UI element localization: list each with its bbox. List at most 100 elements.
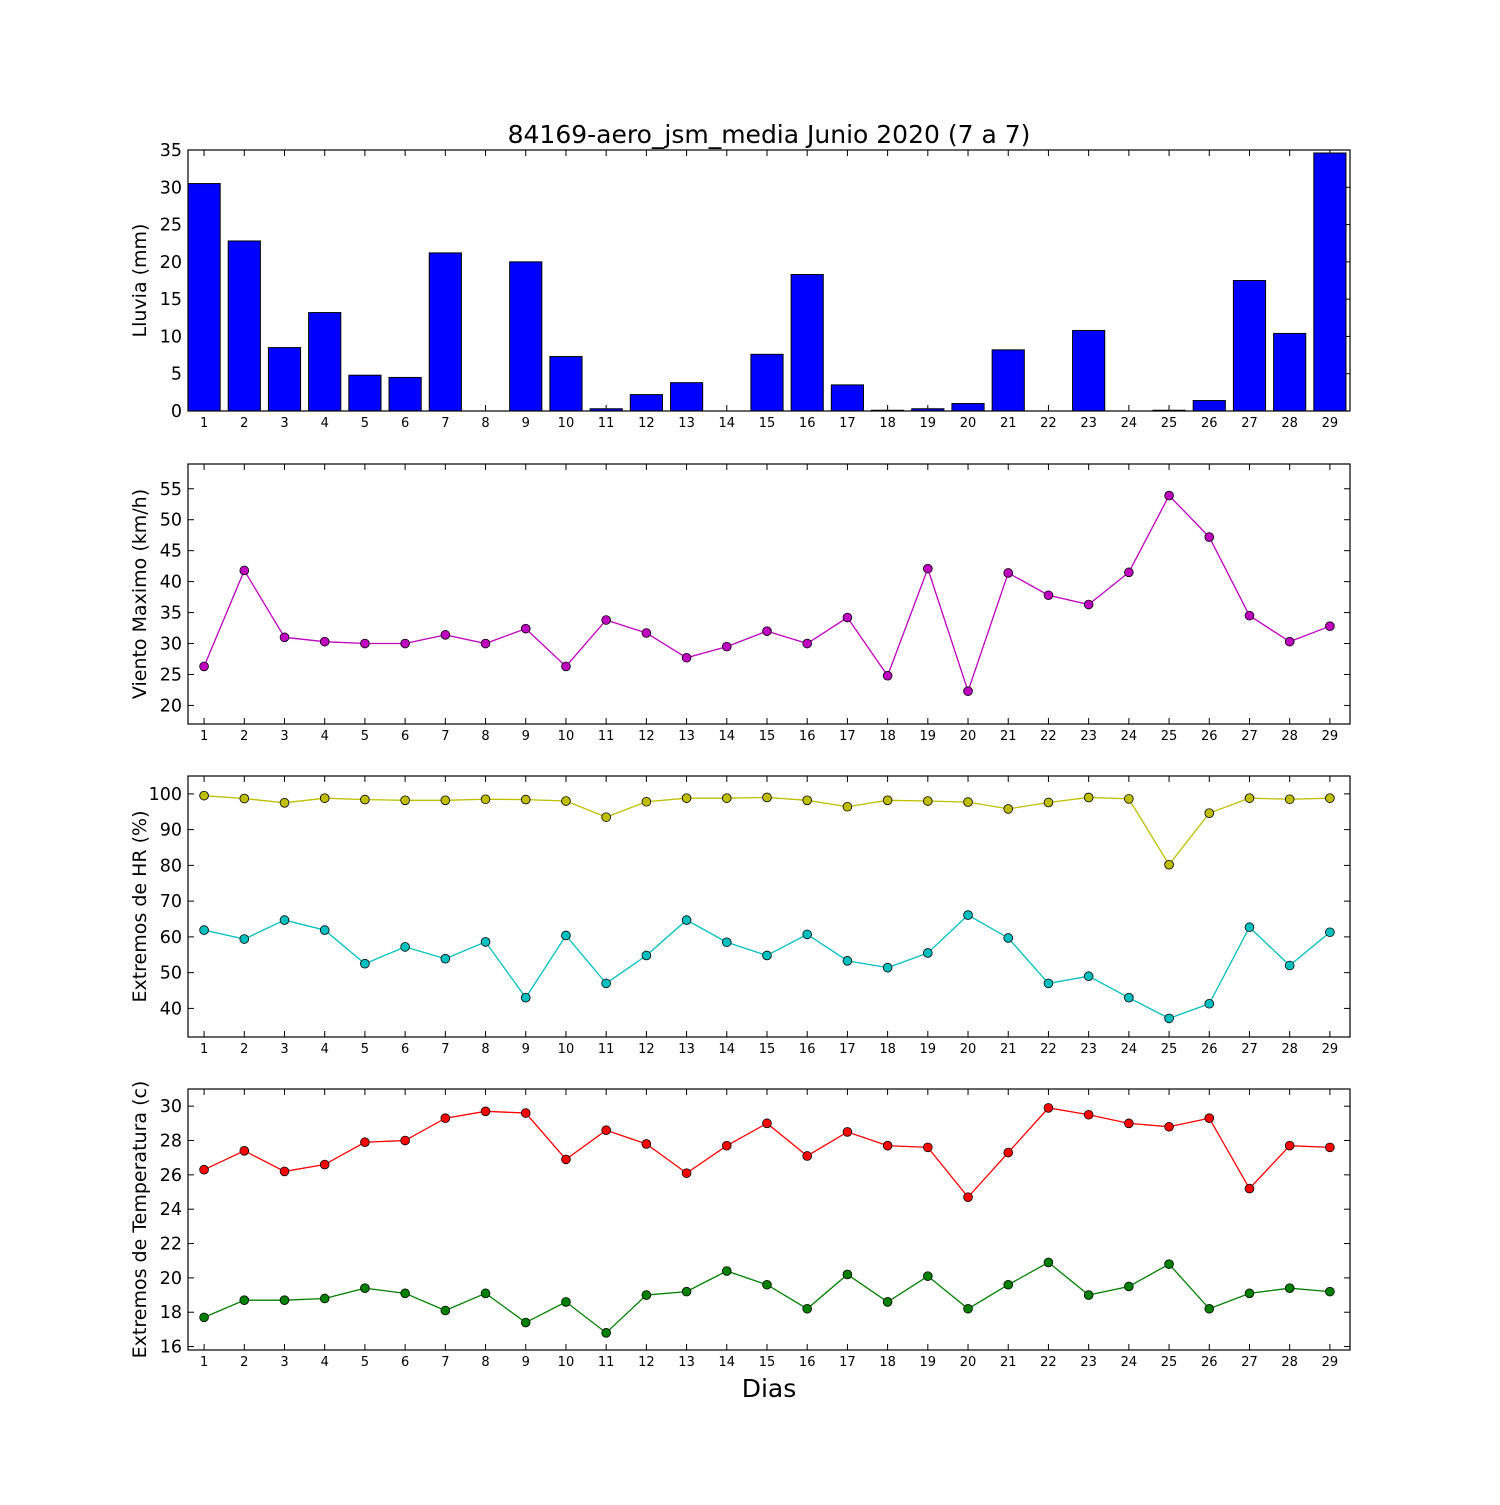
point-viento-maximo-km-h-1-day-21 [1003,568,1014,578]
bar-lluvia-mm-day-23 [1072,329,1106,412]
point-extremos-de-temperatura-c-2-day-23 [1083,1290,1094,1300]
point-extremos-de-temperatura-c-2-day-20 [963,1303,973,1314]
panel-4-xtick-label: 7 [441,1355,449,1370]
point-extremos-de-temperatura-c-1-day-29 [1325,1142,1335,1153]
point-extremos-de-temperatura-c-1-day-22 [1043,1103,1054,1113]
point-extremos-de-temperatura-c-2-day-26 [1204,1303,1215,1314]
point-viento-maximo-km-h-1-day-17 [842,612,853,623]
bar-lluvia-mm-day-29 [1313,152,1347,412]
panel-3-xtick-label: 21 [1000,1042,1017,1057]
panel-4-xtick-label: 9 [522,1355,530,1370]
panel-1-xtick-label: 4 [321,416,329,431]
panel-3-xtick-label: 8 [481,1042,489,1057]
point-extremos-de-temperatura-c-2-day-4 [319,1293,330,1304]
bar-lluvia-mm-day-7 [428,252,462,412]
panel-3-xtick-label: 15 [759,1042,776,1057]
panel-3-xtick-label: 2 [240,1042,248,1057]
point-extremos-de-hr-1-day-3 [279,798,290,808]
bar-lluvia-mm-day-9 [509,261,543,412]
panel-1-xtick-label: 26 [1201,416,1218,431]
panel-3-ytick-label: 90 [160,821,182,841]
point-viento-maximo-km-h-1-day-9 [520,623,531,634]
panel-2-xtick-label: 17 [839,729,856,744]
panel-1-ytick-label: 0 [171,402,182,422]
panel-4-xtick-label: 23 [1080,1355,1097,1370]
panel-3-frame [187,775,1351,1038]
panel-4-xtick-label: 6 [401,1355,409,1370]
panel-2-xtick-label: 19 [920,729,937,744]
panel-1-xtick-label: 14 [719,416,736,431]
point-extremos-de-temperatura-c-1-day-3 [279,1166,290,1177]
series-line-viento-maximo-km-h-1 [203,494,1331,694]
panel-4-xtick-label: 29 [1322,1355,1339,1370]
point-extremos-de-hr-2-day-28 [1284,960,1295,971]
point-extremos-de-hr-2-day-24 [1124,992,1134,1003]
point-extremos-de-temperatura-c-1-day-26 [1204,1113,1215,1123]
point-extremos-de-hr-2-day-8 [480,937,491,947]
panel-4-xtick-label: 11 [598,1355,615,1370]
panel-3-ytick-label: 80 [160,856,182,876]
point-extremos-de-hr-1-day-1 [199,790,209,801]
panel-1-xtick-label: 5 [361,416,369,431]
point-extremos-de-temperatura-c-2-day-12 [641,1290,652,1300]
point-extremos-de-temperatura-c-1-day-25 [1164,1121,1174,1132]
point-extremos-de-temperatura-c-1-day-10 [561,1154,571,1165]
point-viento-maximo-km-h-1-day-4 [319,636,330,647]
point-viento-maximo-km-h-1-day-16 [802,638,812,649]
point-extremos-de-hr-2-day-3 [279,915,290,925]
point-extremos-de-temperatura-c-1-day-19 [923,1142,933,1153]
point-extremos-de-hr-2-day-19 [923,948,933,958]
point-extremos-de-temperatura-c-1-day-27 [1244,1183,1255,1194]
point-extremos-de-hr-2-day-17 [842,956,853,966]
panel-4-xtick-label: 22 [1040,1355,1057,1370]
panel-1-xtick-label: 16 [799,416,816,431]
panel-3-xtick-label: 7 [441,1042,449,1057]
point-extremos-de-hr-1-day-21 [1003,804,1014,814]
point-extremos-de-hr-1-day-2 [239,793,250,804]
panel-2-xtick-label: 3 [280,729,288,744]
bar-lluvia-mm-day-10 [549,356,583,412]
panel-3-xtick-label: 26 [1201,1042,1218,1057]
point-extremos-de-hr-1-day-6 [400,795,410,806]
point-viento-maximo-km-h-1-day-19 [923,563,933,574]
panel-2-xtick-label: 12 [638,729,655,744]
point-extremos-de-temperatura-c-2-day-2 [239,1295,250,1306]
panel-4-xtick-label: 4 [321,1355,329,1370]
panel-3-ytick-label: 40 [160,999,182,1019]
point-viento-maximo-km-h-1-day-10 [561,661,571,672]
panel-1-ytick-label: 25 [160,216,182,236]
point-extremos-de-hr-1-day-10 [561,796,571,806]
panel-3-xtick-label: 20 [960,1042,977,1057]
point-extremos-de-hr-1-day-16 [802,795,812,806]
point-extremos-de-temperatura-c-2-day-24 [1124,1281,1134,1292]
point-extremos-de-temperatura-c-1-day-12 [641,1139,652,1149]
panel-2-xtick-label: 7 [441,729,449,744]
panel-3-xtick-label: 6 [401,1042,409,1057]
panel-2-xtick-label: 18 [879,729,896,744]
panel-1-xtick-label: 10 [558,416,575,431]
panel-4-xtick-label: 27 [1241,1355,1258,1370]
bar-lluvia-mm-day-5 [348,374,382,412]
panel-2-xtick-label: 8 [481,729,489,744]
panel-3-xtick-label: 18 [879,1042,896,1057]
point-viento-maximo-km-h-1-day-25 [1164,490,1174,501]
panel-2-xtick-label: 15 [759,729,776,744]
point-extremos-de-temperatura-c-1-day-23 [1083,1109,1094,1120]
point-extremos-de-temperatura-c-2-day-5 [360,1283,370,1293]
panel-1-ytick-label: 30 [160,178,182,198]
panel-3-xtick-label: 13 [678,1042,695,1057]
point-extremos-de-hr-2-day-18 [882,962,893,973]
panel-2-ytick-label: 30 [160,635,182,655]
panel-1-xtick-label: 13 [678,416,695,431]
point-extremos-de-hr-1-day-24 [1124,794,1134,804]
point-extremos-de-temperatura-c-2-day-9 [520,1317,531,1328]
panel-1-xtick-label: 19 [920,416,937,431]
point-extremos-de-hr-2-day-10 [561,930,571,941]
panel-3-y-axis-label: Extremos de HR (%) [129,810,151,1002]
panel-4-ytick-label: 30 [160,1097,182,1117]
point-viento-maximo-km-h-1-day-1 [199,661,209,672]
point-viento-maximo-km-h-1-day-18 [882,670,893,681]
panel-1-xtick-label: 1 [200,416,208,431]
